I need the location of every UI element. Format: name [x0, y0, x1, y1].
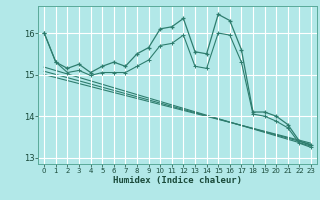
X-axis label: Humidex (Indice chaleur): Humidex (Indice chaleur): [113, 176, 242, 185]
